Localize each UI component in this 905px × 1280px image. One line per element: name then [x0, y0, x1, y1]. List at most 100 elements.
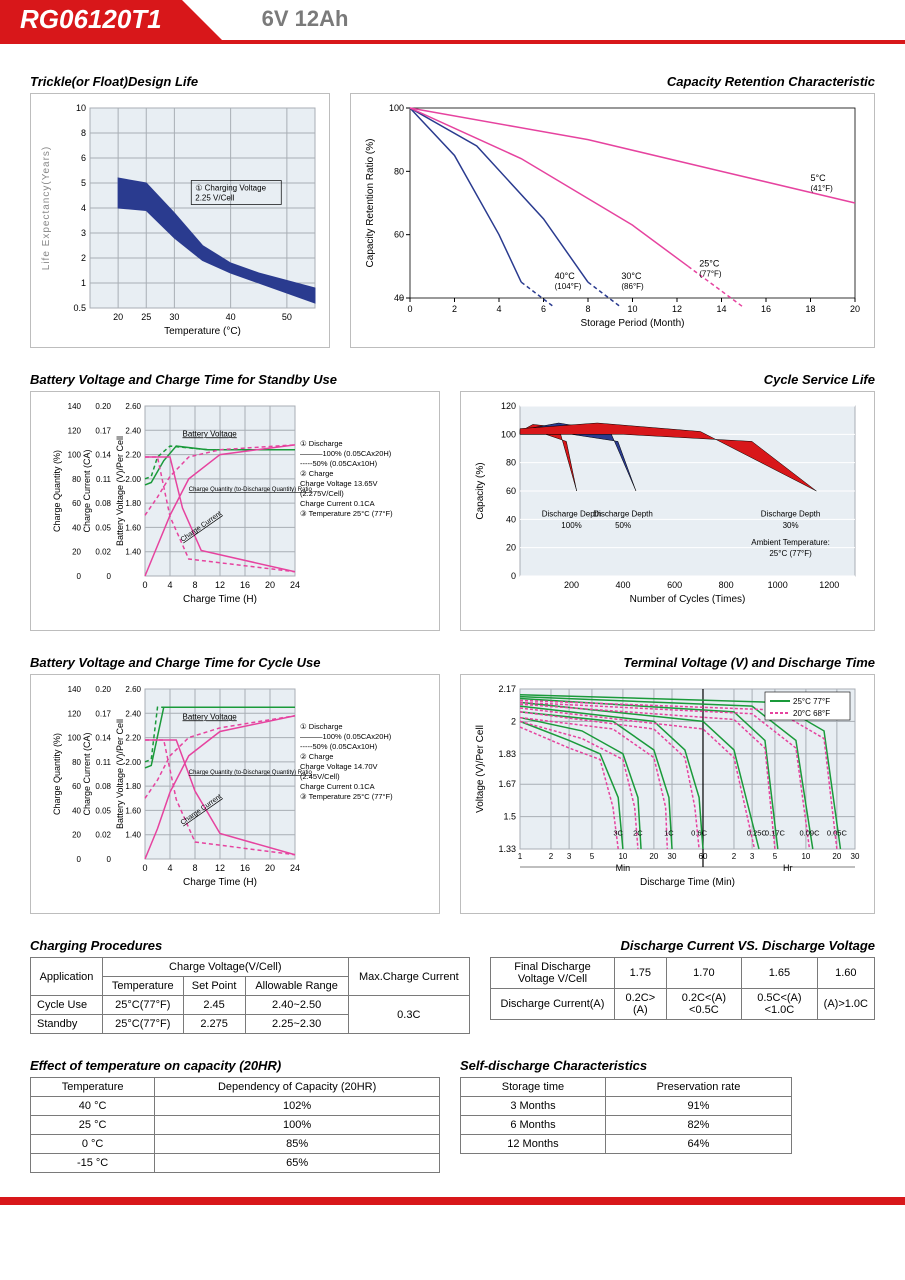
svg-text:———100% (0.05CAx20H): ———100% (0.05CAx20H) — [300, 732, 392, 741]
svg-text:5: 5 — [773, 852, 778, 861]
svg-text:2: 2 — [732, 852, 737, 861]
svg-text:2.20: 2.20 — [125, 734, 141, 743]
table10-title: Self-discharge Characteristics — [460, 1058, 875, 1073]
svg-text:0: 0 — [77, 855, 82, 864]
svg-text:6: 6 — [81, 153, 86, 163]
svg-text:3: 3 — [750, 852, 755, 861]
svg-text:Charge Voltage 13.65V: Charge Voltage 13.65V — [300, 479, 378, 488]
svg-text:Charge Current 0.1CA: Charge Current 0.1CA — [300, 782, 375, 791]
svg-text:120: 120 — [68, 426, 82, 435]
discharge-current-table: Final Discharge Voltage V/Cell1.751.701.… — [490, 957, 875, 1020]
svg-text:1200: 1200 — [819, 580, 839, 590]
svg-text:2.20: 2.20 — [125, 451, 141, 460]
svg-text:30: 30 — [668, 852, 677, 861]
svg-text:———100% (0.05CAx20H): ———100% (0.05CAx20H) — [300, 449, 392, 458]
svg-text:1.5: 1.5 — [503, 812, 516, 822]
svg-text:0: 0 — [77, 572, 82, 581]
chart5: 048121620241.401.601.802.002.202.402.600… — [30, 674, 440, 914]
svg-text:1.60: 1.60 — [125, 523, 141, 532]
svg-text:0.11: 0.11 — [96, 758, 112, 767]
chart4-title: Cycle Service Life — [460, 372, 875, 387]
svg-text:Charge Quantity (%): Charge Quantity (%) — [52, 733, 62, 815]
svg-text:10: 10 — [801, 852, 810, 861]
svg-text:Charge Time (H): Charge Time (H) — [183, 877, 257, 888]
chart1-title: Trickle(or Float)Design Life — [30, 74, 330, 89]
svg-text:(2.45V/Cell): (2.45V/Cell) — [300, 772, 340, 781]
svg-text:Battery Voltage: Battery Voltage — [183, 429, 238, 438]
svg-text:Capacity (%): Capacity (%) — [475, 462, 486, 519]
svg-text:② Charge: ② Charge — [300, 752, 333, 761]
svg-text:1.83: 1.83 — [498, 749, 516, 759]
svg-text:10: 10 — [627, 304, 637, 314]
svg-text:2: 2 — [452, 304, 457, 314]
svg-text:(41°F): (41°F) — [811, 184, 834, 193]
svg-text:(104°F): (104°F) — [555, 282, 582, 291]
svg-text:2.40: 2.40 — [125, 709, 141, 718]
svg-text:40: 40 — [72, 523, 81, 532]
chart4: 20040060080010001200020406080100120Disch… — [460, 391, 875, 631]
svg-text:100: 100 — [389, 103, 404, 113]
svg-text:0: 0 — [407, 304, 412, 314]
svg-text:8: 8 — [192, 863, 197, 873]
svg-text:0: 0 — [107, 855, 112, 864]
svg-text:3: 3 — [81, 228, 86, 238]
svg-text:3C: 3C — [613, 829, 623, 838]
svg-text:0.20: 0.20 — [95, 685, 111, 694]
svg-text:Charge Current (CA): Charge Current (CA) — [82, 732, 92, 815]
svg-text:1.67: 1.67 — [498, 779, 516, 789]
svg-text:Temperature (°C): Temperature (°C) — [164, 326, 241, 337]
svg-text:2.60: 2.60 — [125, 402, 141, 411]
svg-text:25: 25 — [141, 312, 151, 322]
svg-text:16: 16 — [240, 580, 250, 590]
svg-text:Charge Current 0.1CA: Charge Current 0.1CA — [300, 499, 375, 508]
svg-text:0.05C: 0.05C — [827, 829, 848, 838]
svg-text:Capacity Retention Ratio (%): Capacity Retention Ratio (%) — [365, 139, 376, 268]
svg-text:20°C 68°F: 20°C 68°F — [793, 709, 830, 718]
svg-text:① Discharge: ① Discharge — [300, 722, 343, 731]
svg-text:20: 20 — [850, 304, 860, 314]
svg-text:20: 20 — [72, 548, 81, 557]
svg-text:0.20: 0.20 — [95, 402, 111, 411]
svg-text:0.02: 0.02 — [95, 548, 111, 557]
svg-text:5°C: 5°C — [811, 173, 827, 183]
svg-text:Storage Period (Month): Storage Period (Month) — [581, 318, 685, 329]
svg-text:16: 16 — [761, 304, 771, 314]
footer-bar — [0, 1197, 905, 1205]
svg-text:③ Temperature 25°C (77°F): ③ Temperature 25°C (77°F) — [300, 509, 393, 518]
svg-text:Battery Voltage: Battery Voltage — [183, 712, 238, 721]
svg-text:0.5: 0.5 — [73, 303, 86, 313]
svg-text:16: 16 — [240, 863, 250, 873]
svg-text:0: 0 — [107, 572, 112, 581]
svg-text:0.09C: 0.09C — [799, 829, 820, 838]
svg-text:100: 100 — [501, 429, 516, 439]
svg-text:Min: Min — [616, 863, 631, 873]
svg-text:0.14: 0.14 — [95, 451, 111, 460]
svg-text:Charge Time (H): Charge Time (H) — [183, 594, 257, 605]
svg-text:60: 60 — [72, 499, 81, 508]
svg-text:20: 20 — [113, 312, 123, 322]
svg-text:10: 10 — [76, 103, 86, 113]
svg-text:60: 60 — [394, 230, 404, 240]
svg-text:200: 200 — [564, 580, 579, 590]
svg-text:Discharge Depth: Discharge Depth — [593, 510, 653, 519]
svg-text:20: 20 — [265, 863, 275, 873]
svg-text:600: 600 — [667, 580, 682, 590]
svg-text:100: 100 — [68, 451, 82, 460]
svg-text:1.40: 1.40 — [125, 548, 141, 557]
svg-text:0.08: 0.08 — [95, 782, 111, 791]
svg-text:20: 20 — [832, 852, 841, 861]
svg-text:14: 14 — [716, 304, 726, 314]
svg-text:2: 2 — [549, 852, 554, 861]
chart5-title: Battery Voltage and Charge Time for Cycl… — [30, 655, 440, 670]
svg-text:20: 20 — [649, 852, 658, 861]
svg-text:120: 120 — [501, 401, 516, 411]
svg-text:8: 8 — [192, 580, 197, 590]
svg-text:Hr: Hr — [783, 863, 793, 873]
svg-text:80: 80 — [394, 166, 404, 176]
svg-text:1C: 1C — [664, 829, 674, 838]
svg-text:0: 0 — [511, 571, 516, 581]
svg-text:Charge Quantity (%): Charge Quantity (%) — [52, 450, 62, 532]
svg-text:25°C (77°F): 25°C (77°F) — [769, 549, 812, 558]
svg-text:1.60: 1.60 — [125, 806, 141, 815]
svg-text:40: 40 — [506, 514, 516, 524]
